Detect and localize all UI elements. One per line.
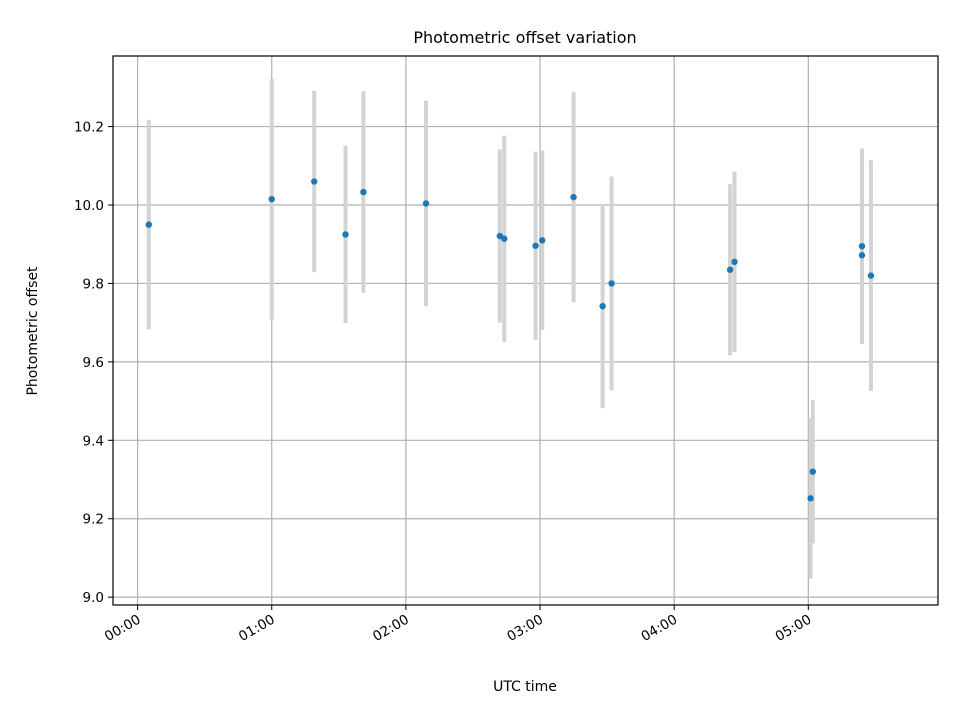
- y-axis-label: Photometric offset: [25, 266, 41, 396]
- y-tick-label: 9.4: [83, 433, 104, 449]
- x-tick-label: 05:00: [773, 612, 815, 645]
- data-point: [809, 468, 816, 475]
- data-point: [858, 252, 866, 259]
- x-axis-label: UTC time: [493, 679, 557, 695]
- data-point: [608, 280, 615, 287]
- data-point: [858, 242, 866, 250]
- x-axis-ticks: 00:00 01:00 02:00 03:00 04:00 05:00: [102, 605, 814, 645]
- x-tick-label: 00:00: [102, 612, 144, 645]
- x-tick-label: 02:00: [370, 612, 412, 645]
- data-point: [342, 231, 349, 238]
- data-points: [145, 178, 875, 502]
- data-point: [145, 221, 152, 228]
- y-axis-ticks: 9.0 9.2 9.4 9.6 9.8 10.0 10.2: [74, 120, 113, 606]
- data-point: [268, 195, 275, 203]
- data-point: [599, 302, 606, 310]
- data-point: [360, 188, 367, 196]
- y-tick-label: 10.2: [74, 120, 104, 136]
- y-tick-label: 10.0: [74, 198, 104, 214]
- data-point: [570, 193, 577, 201]
- x-tick-label: 01:00: [236, 612, 278, 645]
- y-tick-label: 9.2: [83, 512, 104, 528]
- data-point: [807, 495, 814, 502]
- data-point: [311, 178, 318, 185]
- data-point: [501, 235, 508, 242]
- error-bars: [146, 78, 873, 579]
- data-point: [731, 258, 738, 266]
- x-tick-label: 04:00: [638, 612, 680, 645]
- grid-lines: [113, 56, 938, 605]
- y-tick-label: 9.6: [83, 355, 104, 371]
- plot-frame: [112, 55, 939, 606]
- data-point: [867, 272, 875, 279]
- y-tick-label: 9.0: [83, 590, 104, 606]
- y-tick-label: 9.8: [83, 276, 104, 292]
- data-point: [532, 242, 539, 249]
- chart-title: Photometric offset variation: [413, 28, 636, 47]
- data-point: [422, 200, 430, 207]
- x-tick-label: 03:00: [504, 612, 546, 645]
- data-point: [539, 237, 546, 244]
- data-point: [726, 266, 734, 273]
